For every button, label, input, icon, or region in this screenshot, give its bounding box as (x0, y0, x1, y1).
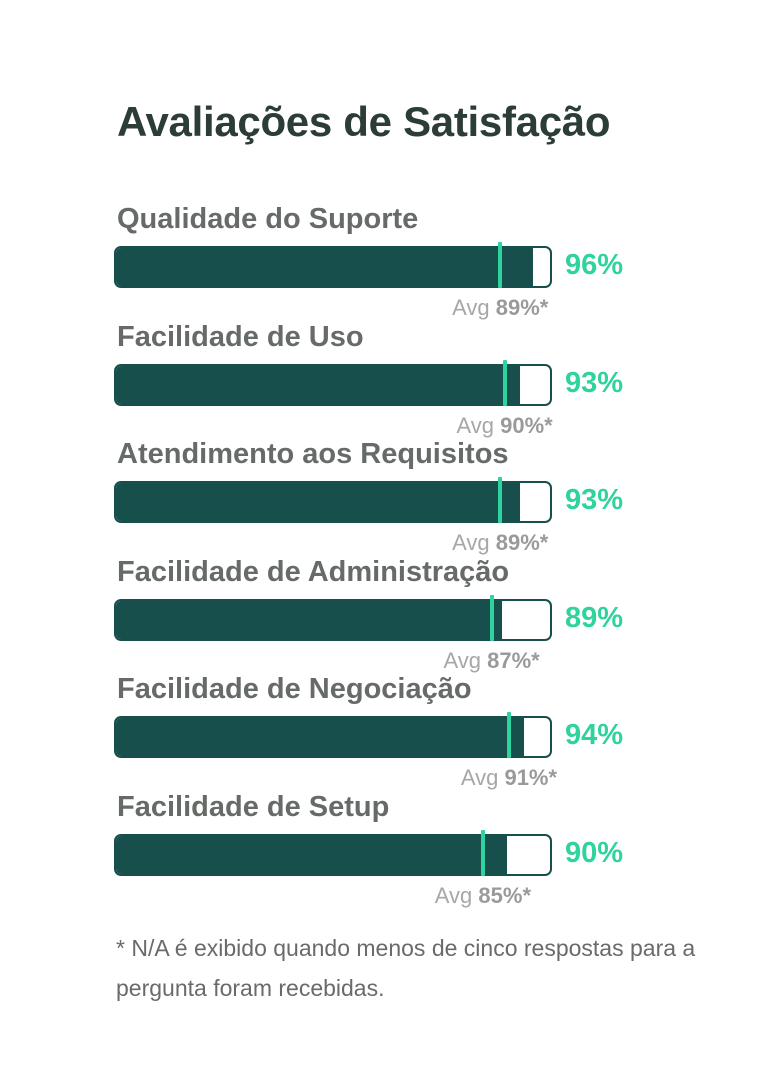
value-label: 94% (565, 719, 624, 751)
average-value: 89%* (495, 530, 549, 555)
bar-fill (116, 483, 520, 521)
average-value: 87%* (487, 647, 540, 673)
metric-row: Facilidade de Setup 90% Avg 85%* (0, 791, 783, 911)
bar-fill (116, 718, 524, 756)
metric-row: Facilidade de Negociação 94% Avg 91%* (0, 673, 783, 793)
average-label: Avg 89%* (452, 530, 548, 556)
value-label: 89% (565, 601, 624, 634)
average-prefix: Avg (443, 647, 488, 673)
metric-row: Atendimento aos Requisitos 93% Avg 89%* (0, 438, 783, 558)
bar-track (114, 716, 552, 758)
value-label: 93% (565, 484, 624, 516)
average-marker (502, 359, 507, 406)
bar-fill (116, 365, 520, 404)
metric-label: Facilidade de Negociação (117, 673, 472, 705)
average-prefix: Avg (452, 530, 496, 555)
bar-track (114, 833, 552, 876)
metric-row: Facilidade de Administração 89% Avg 87%* (0, 556, 783, 676)
chart-title: Avaliações de Satisfação (117, 98, 611, 145)
metric-row: Qualidade do Suporte 96% Avg 89%* (0, 203, 783, 323)
bar-fill (116, 835, 507, 874)
bar-fill (116, 600, 503, 639)
average-marker (506, 712, 511, 758)
metric-label: Facilidade de Uso (117, 320, 364, 353)
metric-label: Qualidade do Suporte (117, 203, 419, 235)
bar-track (114, 598, 552, 641)
average-marker (498, 477, 503, 523)
average-label: Avg 85%* (435, 883, 531, 909)
average-value: 90%* (500, 412, 553, 438)
average-marker (489, 594, 494, 641)
value-label: 96% (565, 249, 624, 281)
average-marker (480, 829, 485, 876)
average-label: Avg 89%* (452, 295, 548, 321)
metric-label: Facilidade de Setup (117, 790, 390, 823)
average-label: Avg 90%* (456, 413, 552, 439)
value-label: 93% (565, 366, 624, 399)
average-marker (498, 242, 503, 288)
metric-row: Facilidade de Uso 93% Avg 90%* (0, 321, 783, 441)
average-label: Avg 91%* (461, 765, 557, 791)
average-value: 91%* (504, 765, 558, 790)
average-value: 85%* (478, 882, 531, 908)
average-label: Avg 87%* (443, 648, 539, 674)
value-label: 90% (565, 836, 624, 869)
average-prefix: Avg (460, 765, 505, 790)
average-prefix: Avg (434, 882, 479, 908)
average-value: 89%* (495, 295, 549, 320)
average-prefix: Avg (452, 295, 496, 320)
metric-label: Atendimento aos Requisitos (117, 438, 509, 470)
bar-track (114, 246, 552, 288)
bar-track (114, 481, 552, 523)
bar-track (114, 363, 552, 406)
metric-label: Facilidade de Administração (117, 555, 510, 588)
footnote: * N/A é exibido quando menos de cinco re… (116, 935, 696, 1001)
bar-fill (116, 248, 533, 286)
average-prefix: Avg (456, 412, 501, 438)
